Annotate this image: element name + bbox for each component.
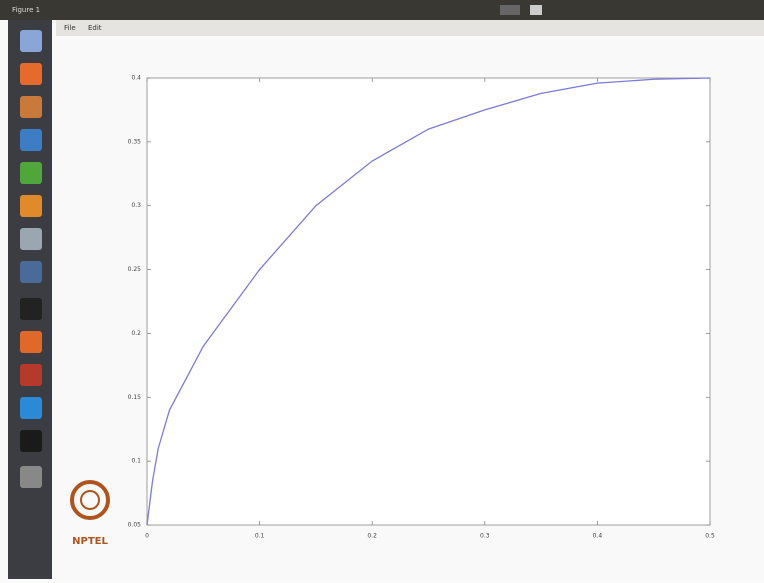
x-tick-label: 0.1 — [255, 533, 265, 540]
launcher-icon[interactable] — [20, 298, 42, 320]
launcher-icon[interactable] — [20, 30, 42, 52]
y-tick-label: 0.3 — [131, 202, 141, 209]
x-tick-label: 0.2 — [367, 533, 377, 540]
launcher-icon[interactable] — [20, 364, 42, 386]
y-tick-label: 0.05 — [128, 522, 142, 529]
y-tick-label: 0.1 — [131, 458, 141, 465]
panel-icon — [530, 5, 542, 15]
launcher-icon[interactable] — [20, 162, 42, 184]
menu-bar — [56, 20, 764, 36]
y-tick-label: 0.25 — [128, 266, 142, 273]
window-title: Figure 1 — [12, 6, 40, 14]
launcher-icon[interactable] — [20, 430, 42, 452]
launcher-icon[interactable] — [20, 228, 42, 250]
launcher-icon[interactable] — [20, 261, 42, 283]
x-tick-label: 0 — [145, 533, 149, 540]
screen: Figure 1 File Edit NPTEL 0.05 0.1 0.15 0.2 0… — [0, 0, 764, 579]
launcher-icon[interactable] — [20, 466, 42, 488]
y-tick-label: 0.15 — [128, 394, 142, 401]
launcher-icon[interactable] — [20, 96, 42, 118]
launcher-icon[interactable] — [20, 63, 42, 85]
x-tick-label: 0.5 — [705, 533, 715, 540]
launcher-icon[interactable] — [20, 397, 42, 419]
y-tick-label: 0.35 — [128, 138, 142, 145]
x-tick-label: 0.3 — [480, 533, 490, 540]
launcher-icon[interactable] — [20, 129, 42, 151]
axes-box — [147, 78, 710, 525]
logo-text: NPTEL — [72, 536, 108, 547]
menu-item[interactable]: File — [64, 24, 76, 32]
launcher-icon[interactable] — [20, 331, 42, 353]
x-tick-label: 0.4 — [593, 533, 603, 540]
launcher-icon[interactable] — [20, 195, 42, 217]
menu-item[interactable]: Edit — [88, 24, 102, 32]
y-tick-label: 0.4 — [131, 75, 141, 82]
panel-icon — [500, 5, 520, 15]
y-tick-label: 0.2 — [131, 330, 141, 337]
top-panel — [0, 0, 764, 20]
